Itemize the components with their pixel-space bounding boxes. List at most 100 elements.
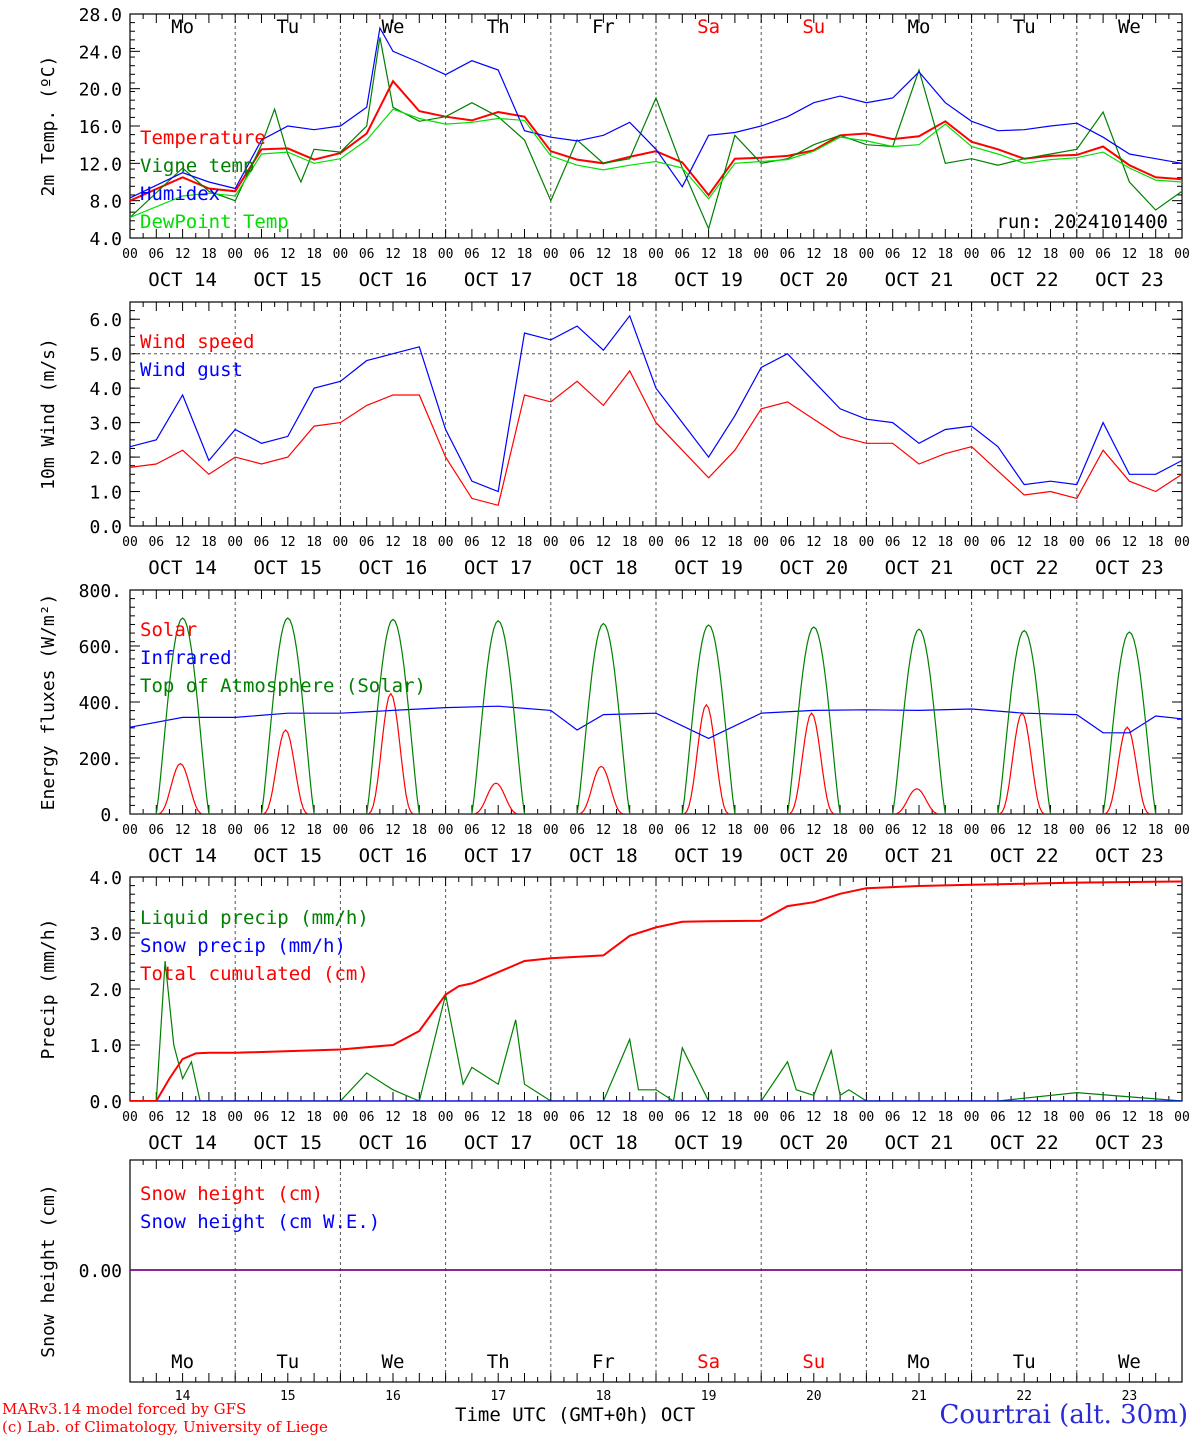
hour-label: 12 [1122, 823, 1138, 838]
hour-label: 18 [937, 247, 953, 262]
hour-label: 12 [1016, 535, 1032, 550]
weekday-label: Sa [697, 16, 720, 38]
day-number-label: 15 [280, 1389, 296, 1404]
hour-label: 06 [885, 823, 901, 838]
series-line-wind-speed [130, 369, 1182, 507]
hour-label: 18 [1148, 1110, 1164, 1125]
hour-label: 18 [411, 823, 427, 838]
series-layer [130, 880, 1182, 1101]
legend-entry: DewPoint Temp [140, 211, 289, 233]
weekday-label: We [382, 16, 405, 38]
hour-label: 00 [543, 823, 559, 838]
y-tick-label: 3.0 [89, 924, 122, 945]
hour-label: 06 [148, 535, 164, 550]
hour-label: 00 [122, 1110, 138, 1125]
hour-label: 06 [569, 1110, 585, 1125]
y-tick-label: 16.0 [79, 117, 122, 138]
y-tick-label: 400. [79, 693, 122, 714]
y-tick-label: 600. [79, 637, 122, 658]
snow-height-panel: 0.00 Snow height (cm) Mo Tu We Th Fr Sa Su Mo Tu We… [38, 1159, 1183, 1404]
hour-label: 18 [1148, 823, 1164, 838]
weekday-label: Fr [592, 1351, 615, 1373]
hour-label: 00 [753, 1110, 769, 1125]
hour-label: 00 [859, 247, 875, 262]
hour-label: 00 [648, 535, 664, 550]
hour-label: 06 [1095, 247, 1111, 262]
date-label: OCT 20 [779, 1132, 848, 1154]
hour-label: 06 [464, 823, 480, 838]
hour-label: 00 [859, 1110, 875, 1125]
energy-fluxes-panel: 0. 200. 400. 600. 800. Energy fluxes (W/m²) 00… [38, 581, 1190, 867]
hour-label: 06 [885, 247, 901, 262]
weekday-label: We [1118, 16, 1141, 38]
weekday-label: Tu [1013, 16, 1036, 38]
hour-label: 18 [727, 1110, 743, 1125]
series-line-humidex [130, 26, 1182, 199]
hour-label: 00 [543, 535, 559, 550]
hour-label: 00 [438, 247, 454, 262]
series-line-top-of-atmosphere-solar- [130, 617, 1182, 814]
hour-label: 00 [438, 535, 454, 550]
hour-label: 00 [648, 823, 664, 838]
hour-label: 00 [122, 247, 138, 262]
hour-label: 12 [806, 1110, 822, 1125]
hour-label: 12 [175, 823, 191, 838]
date-label: OCT 18 [569, 557, 638, 579]
date-label: OCT 20 [779, 557, 848, 579]
hour-label: 18 [727, 247, 743, 262]
y-tick-label: 5.0 [89, 345, 122, 366]
hour-label: 00 [964, 823, 980, 838]
wind-panel: 0.0 1.0 2.0 3.0 4.0 5.0 6.0 10m Wind (m/s) 00 06 1… [38, 301, 1190, 579]
date-label: OCT 14 [148, 1132, 217, 1154]
hour-label: 12 [490, 535, 506, 550]
hour-label: 18 [937, 535, 953, 550]
date-label: OCT 17 [464, 845, 533, 867]
day-number-label: 19 [701, 1389, 717, 1404]
y-tick-label: 20.0 [79, 80, 122, 101]
hour-label: 12 [596, 1110, 612, 1125]
hour-label: 18 [832, 535, 848, 550]
hour-label: 18 [1043, 247, 1059, 262]
legend-entry: Wind gust [140, 359, 243, 381]
hour-label: 18 [201, 247, 217, 262]
hour-label: 06 [990, 1110, 1006, 1125]
hour-label: 06 [148, 247, 164, 262]
y-tick-label: 0.0 [89, 517, 122, 538]
weekday-label: Su [802, 1351, 825, 1373]
day-number-label: 23 [1122, 1389, 1138, 1404]
hour-label: 06 [990, 535, 1006, 550]
hour-label: 12 [490, 823, 506, 838]
weekday-label: Mo [908, 1351, 931, 1373]
hour-label: 18 [832, 1110, 848, 1125]
hour-label: 00 [1069, 823, 1085, 838]
day-number-label: 18 [596, 1389, 612, 1404]
hour-label: 06 [1095, 1110, 1111, 1125]
hour-label: 18 [622, 247, 638, 262]
hour-label: 12 [806, 535, 822, 550]
hour-label: 00 [1174, 1110, 1190, 1125]
weekday-label: Mo [171, 16, 194, 38]
x-axis-title: Time UTC (GMT+0h) OCT [455, 1404, 696, 1426]
hour-label: 06 [780, 535, 796, 550]
date-label: OCT 21 [885, 1132, 954, 1154]
hour-label: 12 [280, 823, 296, 838]
weekday-label: Sa [697, 1351, 720, 1373]
hour-label: 12 [385, 247, 401, 262]
date-label: OCT 17 [464, 269, 533, 291]
date-label: OCT 16 [359, 1132, 428, 1154]
hour-label: 12 [1016, 247, 1032, 262]
hour-label: 12 [490, 1110, 506, 1125]
hour-label: 00 [122, 535, 138, 550]
hour-label: 00 [333, 1110, 349, 1125]
hour-label: 18 [201, 1110, 217, 1125]
hour-label: 18 [306, 247, 322, 262]
y-tick-label: 0.00 [79, 1261, 122, 1282]
series-line-infrared [130, 705, 1182, 740]
y-tick-label: 8.0 [89, 192, 122, 213]
weekday-label: Th [487, 1351, 510, 1373]
legend-entry: Total cumulated (cm) [140, 963, 369, 985]
hour-label: 00 [859, 823, 875, 838]
y-tick-label: 4.0 [89, 868, 122, 889]
y-axis-title: Snow height (cm) [38, 1184, 59, 1357]
